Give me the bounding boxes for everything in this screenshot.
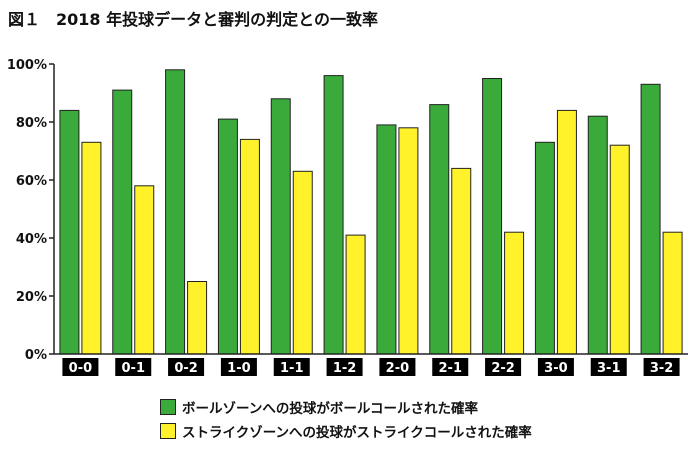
bar-ball-2-2 — [482, 78, 503, 355]
category-label-bg-3-0 — [537, 358, 574, 376]
legend-swatch-ball — [160, 399, 176, 415]
category-label-bg-2-2 — [485, 358, 522, 376]
bar-ball-0-1 — [112, 89, 133, 355]
bar-ball-0-0 — [59, 109, 80, 355]
bar-ball-1-0 — [217, 118, 238, 355]
bar-strike-1-0 — [239, 138, 260, 355]
legend-label-strike: ストライクゾーンへの投球がストライクコールされた確率 — [182, 425, 532, 441]
y-tick-label-80%: 80% — [16, 116, 47, 131]
category-label-0-1: 0-1 — [122, 361, 146, 376]
category-label-3-2: 3-2 — [650, 361, 674, 376]
category-label-1-1: 1-1 — [280, 361, 304, 376]
y-tick-label-0%: 0% — [25, 348, 47, 363]
category-label-3-0: 3-0 — [544, 361, 568, 376]
category-label-bg-1-0 — [220, 358, 257, 376]
category-labels: 0-0 0-1 0-2 1-0 1-1 1-2 2-0 2-1 2-2 3-0 3-1 3-2 — [62, 358, 680, 376]
bar-strike-0-0 — [81, 141, 102, 355]
category-label-2-0: 2-0 — [386, 361, 410, 376]
category-label-bg-0-1 — [115, 358, 152, 376]
bar-strike-0-1 — [134, 185, 155, 355]
legend-swatch-strike — [160, 423, 176, 439]
axes-layer: 0% 20% 40% 60% 80% 100% — [7, 58, 688, 363]
bars-layer — [59, 69, 683, 355]
y-tick-label-60%: 60% — [16, 174, 47, 189]
bar-ball-3-2 — [640, 83, 661, 355]
category-label-bg-2-1 — [432, 358, 469, 376]
category-label-bg-0-2 — [168, 358, 205, 376]
category-label-2-2: 2-2 — [491, 361, 515, 376]
bar-strike-3-2 — [662, 231, 683, 355]
bar-strike-2-0 — [398, 127, 419, 355]
category-label-2-1: 2-1 — [439, 361, 463, 376]
bar-strike-0-2 — [187, 281, 208, 355]
legend-item-ball: ボールゾーンへの投球がボールコールされた確率 — [160, 397, 478, 417]
bar-strike-2-1 — [451, 167, 472, 355]
bar-ball-3-1 — [587, 115, 608, 355]
bar-ball-3-0 — [534, 141, 555, 355]
bar-ball-0-2 — [165, 69, 186, 355]
bar-strike-3-1 — [609, 144, 630, 355]
category-label-0-0: 0-0 — [69, 361, 93, 376]
category-label-0-2: 0-2 — [174, 361, 198, 376]
legend-label-ball: ボールゾーンへの投球がボールコールされた確率 — [182, 401, 479, 417]
chart-title: 図１ 2018 年投球データと審判の判定との一致率 — [8, 10, 378, 29]
bar-ball-2-0 — [376, 124, 397, 355]
bar-ball-1-2 — [323, 75, 344, 355]
category-label-1-2: 1-2 — [333, 361, 357, 376]
bar-strike-3-0 — [556, 109, 577, 355]
category-label-bg-1-2 — [326, 358, 363, 376]
y-tick-label-100%: 100% — [7, 58, 47, 73]
category-label-bg-3-1 — [590, 358, 627, 376]
category-label-bg-2-0 — [379, 358, 416, 376]
bar-strike-2-2 — [504, 231, 525, 355]
category-label-1-0: 1-0 — [227, 361, 251, 376]
category-label-bg-1-1 — [273, 358, 310, 376]
category-label-bg-0-0 — [62, 358, 99, 376]
bar-strike-1-2 — [345, 234, 366, 355]
category-label-bg-3-2 — [643, 358, 680, 376]
bar-ball-1-1 — [270, 98, 291, 355]
y-tick-label-20%: 20% — [16, 290, 47, 305]
bar-strike-1-1 — [292, 170, 313, 355]
legend-item-strike: ストライクゾーンへの投球がストライクコールされた確率 — [160, 421, 532, 441]
y-tick-label-40%: 40% — [16, 232, 47, 247]
category-label-3-1: 3-1 — [597, 361, 621, 376]
bar-ball-2-1 — [429, 104, 450, 355]
